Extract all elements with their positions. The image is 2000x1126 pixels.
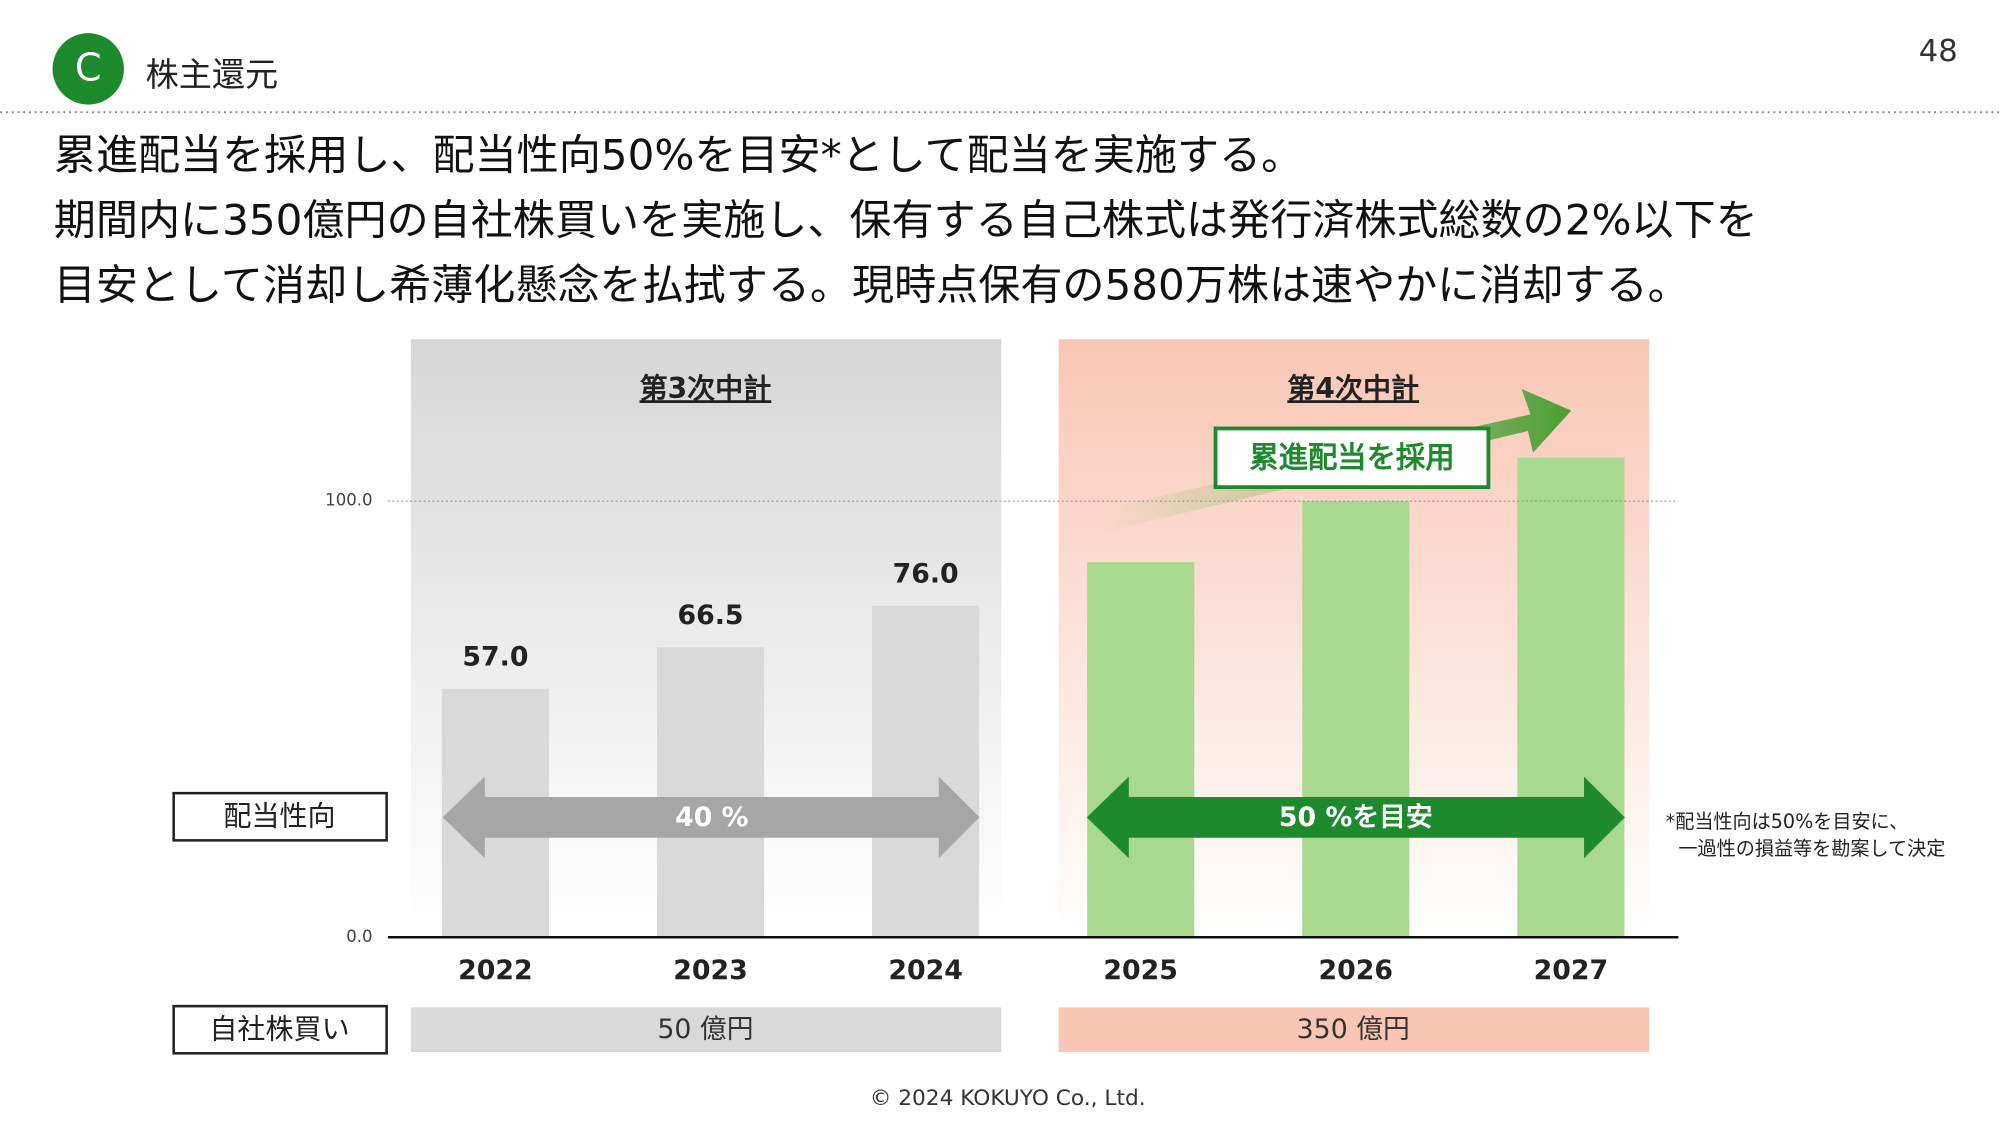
bar [1087, 562, 1195, 938]
payout-label: 40 % [675, 802, 748, 833]
bar [1302, 501, 1410, 938]
footnote: *配当性向は50%を目安に、 [1666, 810, 1909, 833]
overlay: 40 % 50 %を目安 [442, 776, 1625, 859]
buyback-label: 350 億円 [1297, 1014, 1410, 1045]
bar [656, 647, 765, 938]
x-tick-label: 2024 [888, 955, 963, 986]
policy-box [1213, 426, 1491, 490]
value-label: 57.0 [462, 642, 528, 673]
body-text: 累進配当を採用し、配当性向50%を目安*として配当を実施する。 [54, 131, 1303, 180]
body-text: 目安として消却し希薄化懸念を払拭する。現時点保有の580万株は速やかに消却する。 [54, 261, 1690, 310]
footnote: 一過性の損益等を勘案して決定 [1678, 837, 1945, 860]
page-number: 48 [1919, 34, 1958, 69]
value-label: 66.5 [678, 600, 744, 631]
period-name: 第4次中計 [1287, 372, 1419, 405]
row-label-box [172, 1004, 388, 1055]
row-label: 自社株買い [209, 1012, 349, 1045]
copyright: © 2024 KOKUYO Co., Ltd. [870, 1086, 1146, 1111]
x-tick-label: 2026 [1319, 955, 1393, 986]
value-label: 76.0 [893, 559, 959, 590]
badge [52, 33, 124, 105]
y-tick-label: 0.0 [346, 927, 372, 946]
section-title: 株主還元 [146, 55, 279, 94]
bar [1517, 457, 1625, 938]
buyback-band [1058, 1007, 1650, 1053]
x-tick-label: 2025 [1103, 955, 1178, 986]
body-text: 期間内に350億円の自社株買いを実施し、保有する自己株式は発行済株式総数の2%以… [54, 196, 1758, 245]
row-label: 配当性向 [223, 799, 335, 832]
y-tick-label: 100.0 [325, 491, 372, 510]
badge-letter: C [75, 46, 102, 91]
bar [872, 605, 980, 938]
x-tick-label: 2027 [1534, 955, 1608, 986]
buyback-label: 50 億円 [657, 1014, 753, 1045]
buyback-band [410, 1007, 1002, 1053]
period-name: 第3次中計 [640, 372, 772, 405]
policy-label: 累進配当を採用 [1249, 441, 1454, 475]
x-tick-label: 2022 [458, 955, 532, 986]
payout-arrow [442, 776, 980, 859]
row-label-box [172, 791, 388, 842]
x-tick-label: 2023 [673, 955, 748, 986]
payout-label: 50 %を目安 [1279, 802, 1433, 833]
payout-arrow [1086, 776, 1625, 859]
